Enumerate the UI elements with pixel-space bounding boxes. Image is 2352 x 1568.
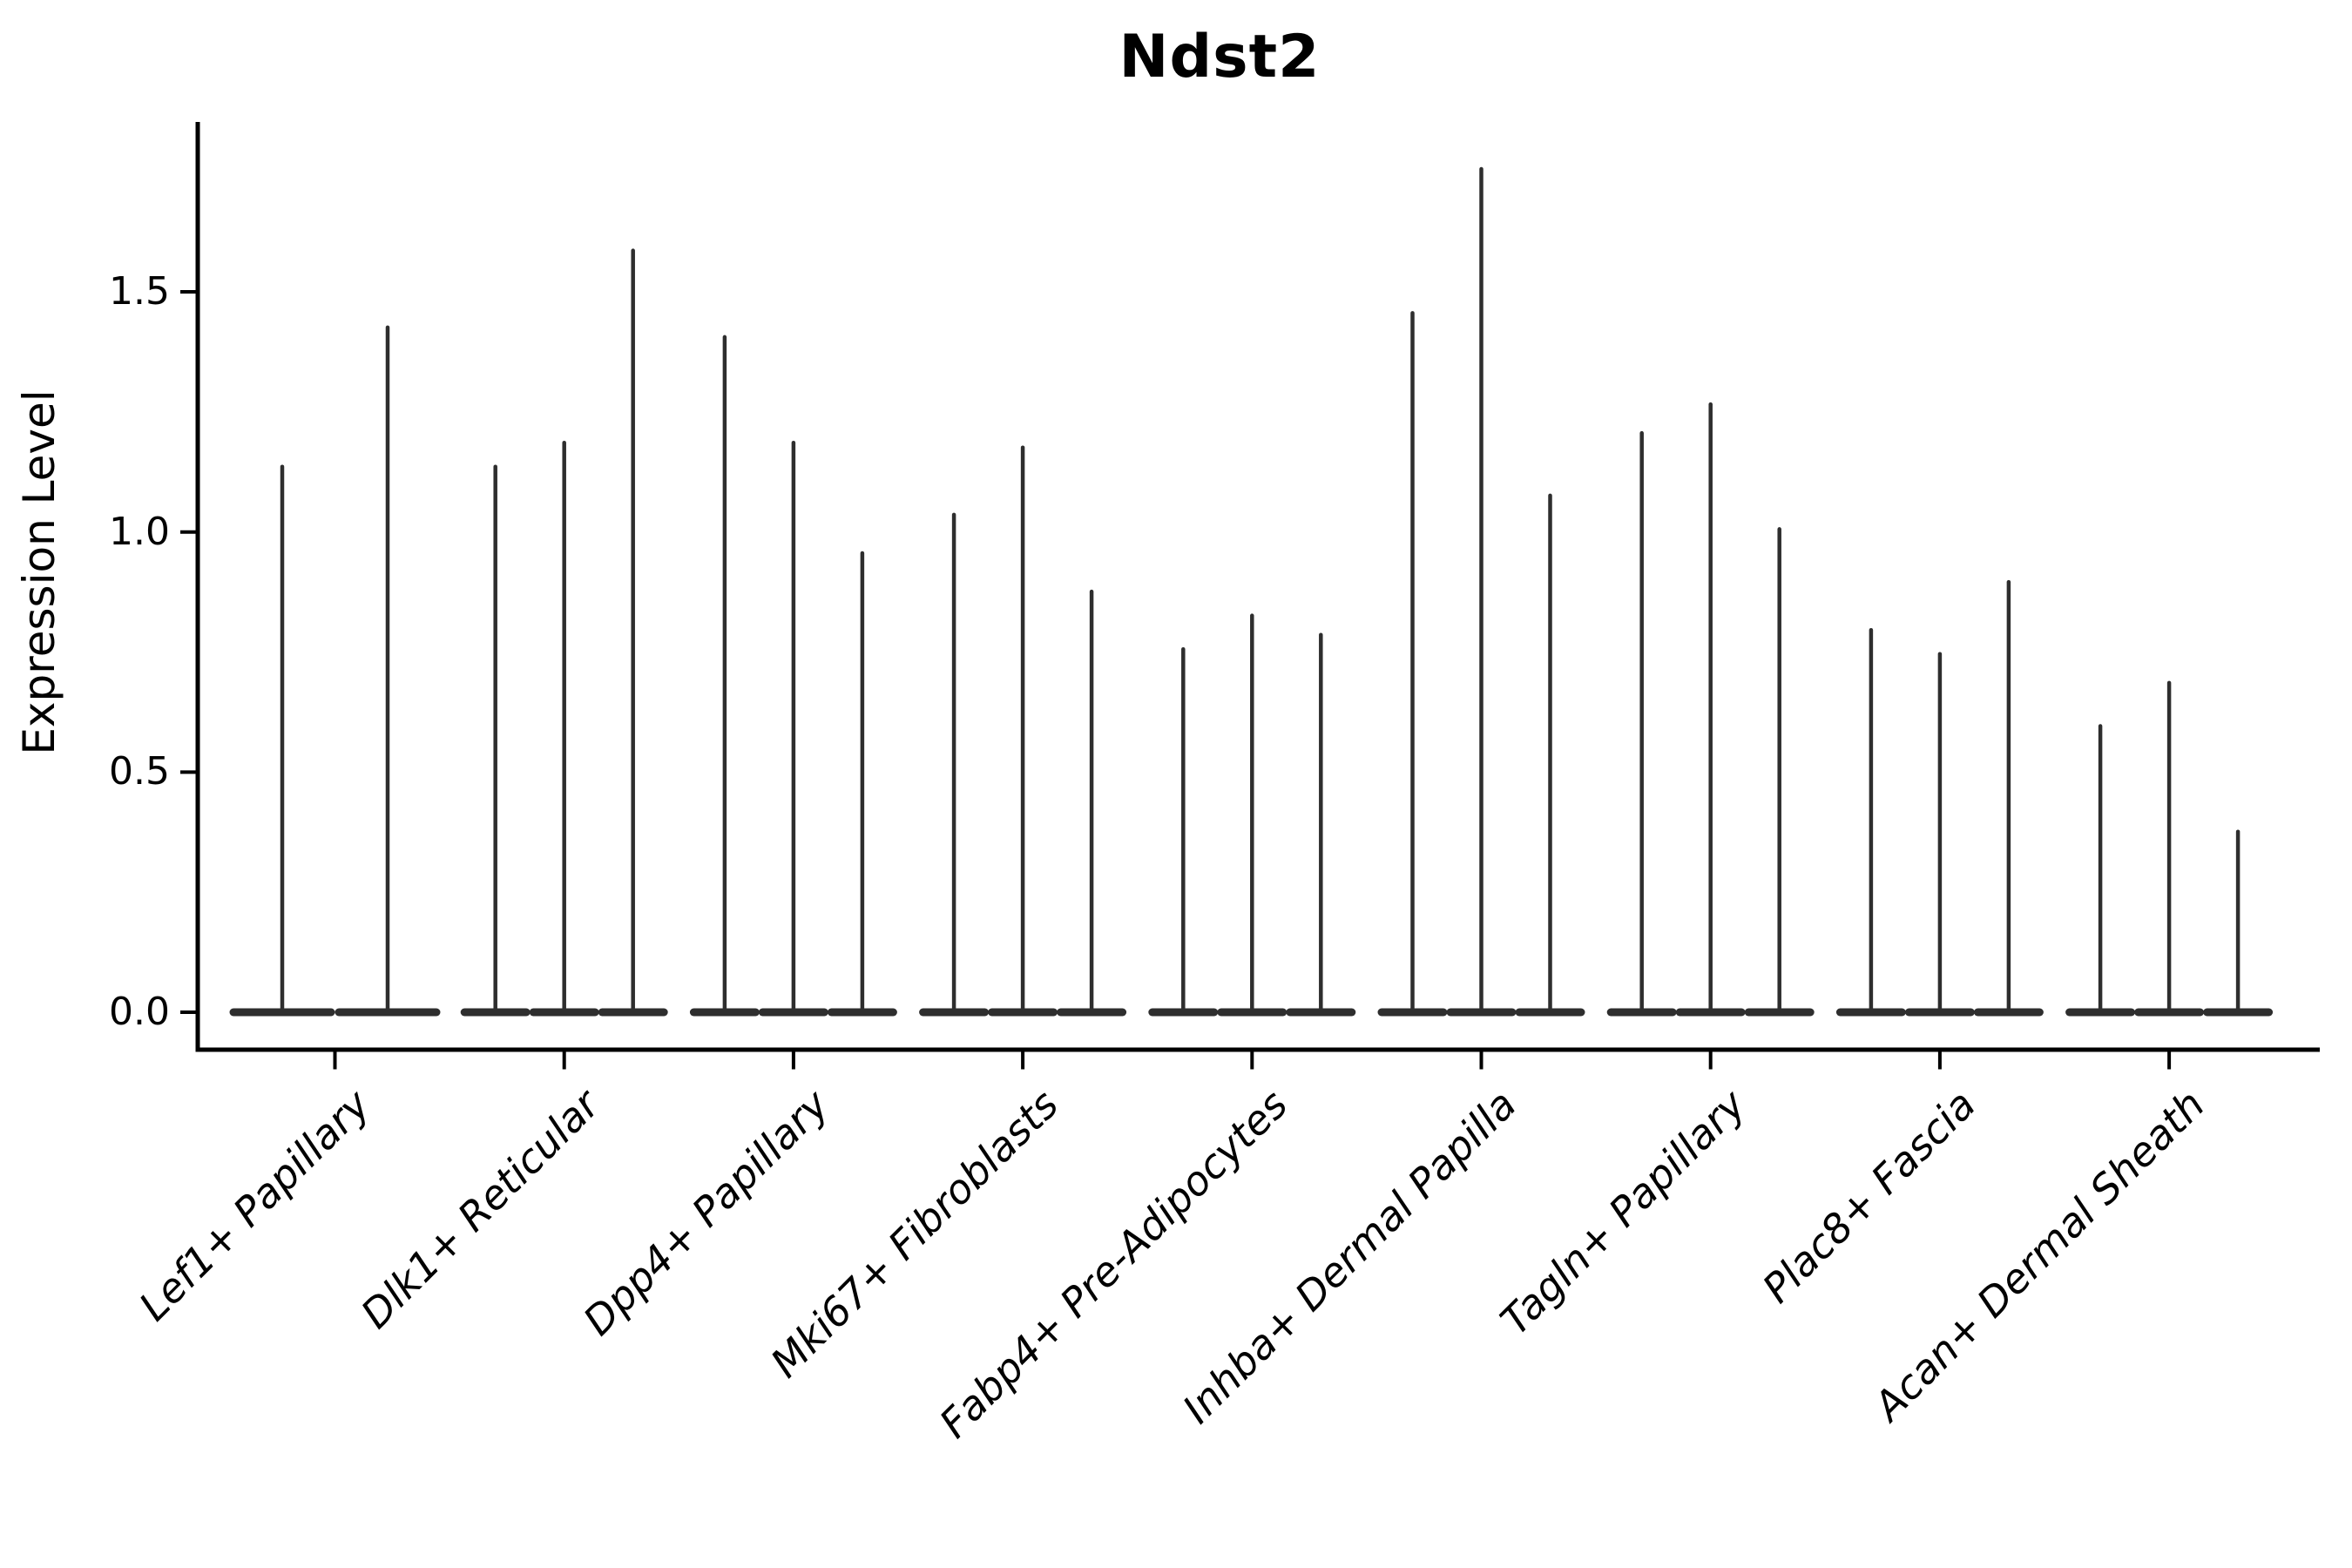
- y-tick-label: 1.5: [109, 269, 170, 314]
- chart-title: Ndst2: [1119, 23, 1321, 91]
- y-tick-label: 0.0: [109, 990, 170, 1034]
- y-tick-label: 0.5: [109, 749, 170, 794]
- y-tick-label: 1.0: [109, 509, 170, 554]
